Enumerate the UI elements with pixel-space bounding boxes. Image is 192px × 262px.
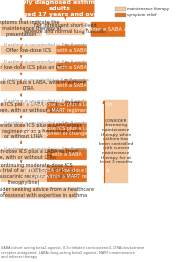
Text: Consider a SABA alone: Consider a SABA alone [78, 27, 138, 32]
Text: with a SABA: with a SABA [57, 83, 86, 88]
FancyBboxPatch shape [56, 63, 87, 72]
FancyBboxPatch shape [46, 165, 87, 182]
Text: Offer low-dose ICS plus a LABA within a MART
regimen, with or without LTRA: Offer low-dose ICS plus a LABA within a … [0, 102, 79, 113]
Text: Offer low-dose ICS plus an LTRA: Offer low-dose ICS plus an LTRA [0, 64, 67, 70]
FancyBboxPatch shape [56, 46, 87, 54]
Text: If asthma is uncontrolled in 4 to 8 weeks: If asthma is uncontrolled in 4 to 8 week… [4, 147, 88, 151]
FancyBboxPatch shape [46, 22, 85, 35]
FancyBboxPatch shape [0, 165, 47, 182]
Text: SABA=short acting beta2 agonist; ICS=inhaled corticosteroid; LTRA=leukotriene
re: SABA=short acting beta2 agonist; ICS=inh… [1, 246, 144, 259]
FancyBboxPatch shape [115, 7, 126, 11]
Text: Consider seeking advice from a healthcare
professional with expertise in asthma: Consider seeking advice from a healthcar… [0, 187, 94, 198]
Text: For infrequent short-lived
wheeze and normal lung function: For infrequent short-lived wheeze and no… [24, 23, 106, 34]
Text: For symptoms that indicate the
need for maintenance therapy at
presentation: For symptoms that indicate the need for … [0, 20, 62, 37]
FancyBboxPatch shape [0, 124, 47, 138]
Text: with a SABA: with a SABA [57, 47, 86, 53]
Text: symptom relief: symptom relief [127, 13, 157, 17]
FancyBboxPatch shape [0, 149, 47, 160]
Text: If asthma is uncontrolled in 4 to 8 weeks: If asthma is uncontrolled in 4 to 8 week… [4, 121, 88, 125]
FancyBboxPatch shape [46, 124, 87, 138]
Text: Consider moderate dose ICS plus a LABA either
within a MART regimen or as a fixe: Consider moderate dose ICS plus a LABA e… [0, 123, 82, 139]
Text: with a SABA: with a SABA [52, 152, 82, 157]
Text: Offer low-dose ICS: Offer low-dose ICS [6, 47, 51, 53]
Text: with a SABA: with a SABA [57, 64, 86, 70]
FancyBboxPatch shape [104, 100, 128, 183]
FancyBboxPatch shape [0, 46, 56, 54]
Text: If asthma is uncontrolled in 4 to 8 weeks: If asthma is uncontrolled in 4 to 8 week… [4, 60, 88, 64]
FancyBboxPatch shape [115, 13, 126, 17]
FancyBboxPatch shape [46, 149, 87, 160]
Text: CONSIDER
decreasing
maintenance
therapy when
asthma has
been controlled
with cur: CONSIDER decreasing maintenance therapy … [99, 119, 133, 164]
FancyBboxPatch shape [91, 22, 125, 37]
FancyBboxPatch shape [0, 102, 47, 113]
FancyBboxPatch shape [46, 102, 87, 113]
Text: If asthma is uncontrolled in 4 to 8 months: If asthma is uncontrolled in 4 to 8 mont… [3, 78, 89, 82]
Text: Consider high-dose ICS plus a LABA as fixed
dose, with or without LTRA: Consider high-dose ICS plus a LABA as fi… [0, 149, 77, 160]
FancyBboxPatch shape [0, 21, 42, 36]
Text: with a SABA or low-dose ICS plus a
LABA within a MART regimen: with a SABA or low-dose ICS plus a LABA … [24, 168, 109, 179]
Text: If asthma is uncontrolled in 4 to 8 weeks: If asthma is uncontrolled in 4 to 8 week… [4, 99, 88, 103]
FancyBboxPatch shape [0, 80, 56, 91]
Text: Offer low-dose ICS plus a LABA, with or without
LTRA: Offer low-dose ICS plus a LABA, with or … [0, 80, 86, 91]
Text: If asthma is uncontrolled in 4 to 8 weeks: If asthma is uncontrolled in 4 to 8 week… [4, 43, 88, 47]
FancyBboxPatch shape [24, 0, 95, 17]
Text: maintenance therapy: maintenance therapy [127, 7, 169, 11]
FancyBboxPatch shape [56, 80, 87, 91]
Text: Consider continuing moderate-dose ICS
regimen with a trial of an additional drug: Consider continuing moderate-dose ICS re… [0, 162, 83, 185]
FancyBboxPatch shape [0, 63, 56, 72]
FancyBboxPatch shape [5, 187, 77, 199]
Text: with low-dose ICS plus a LABA within
a MART regimen or change to a SABA: with low-dose ICS plus a LABA within a M… [21, 125, 113, 137]
Text: with low-dose ICS plus a LABA within
a MART regimen: with low-dose ICS plus a LABA within a M… [22, 102, 112, 113]
Text: Newly diagnosed asthma in
adults
(aged 17 years and over): Newly diagnosed asthma in adults (aged 1… [11, 0, 108, 17]
